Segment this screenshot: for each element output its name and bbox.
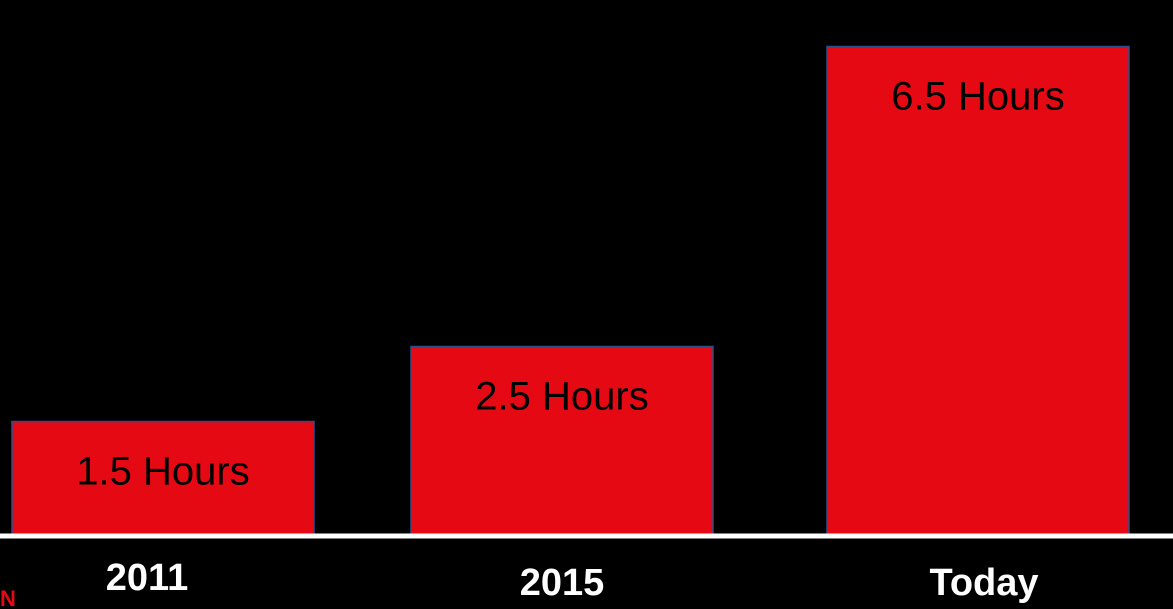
bar-value-label: 2.5 Hours [475,375,648,419]
bar-today [826,45,1130,535]
bar-2011 [11,420,315,535]
bar-value-label: 6.5 Hours [891,75,1064,119]
x-tick-label: 2011 [106,557,188,599]
bar-2015 [410,345,714,535]
bars-group: 1.5 Hours 2.5 Hours 6.5 Hours [11,45,1130,535]
x-tick-label: 2015 [520,562,605,604]
brand-logo-fragment: N [0,589,16,609]
category-labels-group: 2011 2015 Today [106,557,1039,604]
x-tick-label: Today [929,562,1038,604]
bar-value-label: 1.5 Hours [76,450,249,494]
